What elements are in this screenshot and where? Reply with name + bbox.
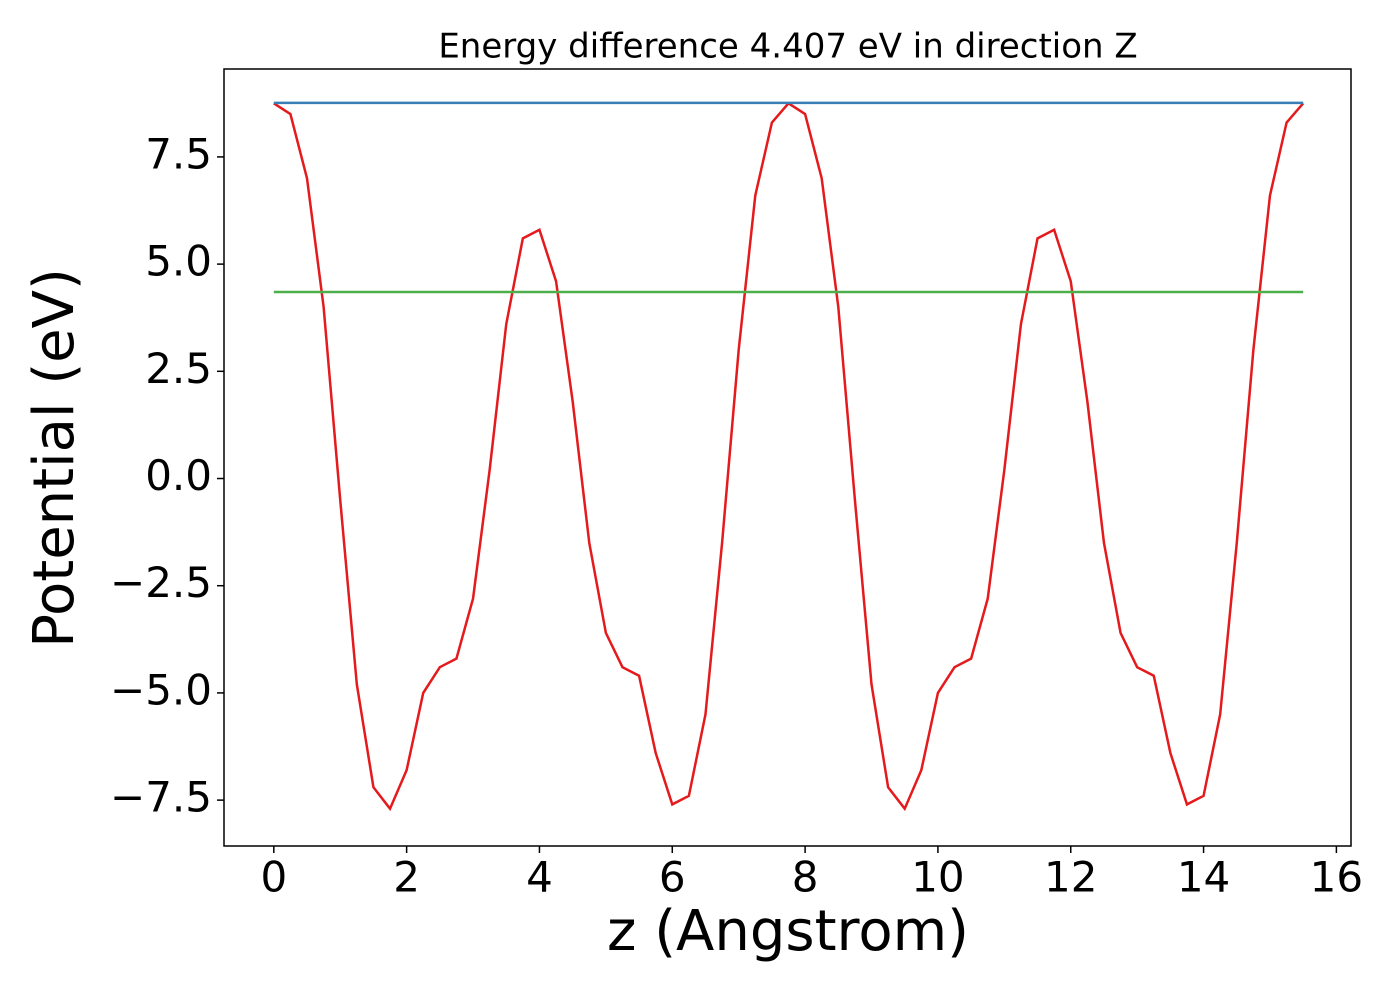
y-tick-label: 2.5 (145, 344, 212, 393)
y-tick-label: 5.0 (145, 237, 212, 286)
x-tick-label: 10 (911, 853, 964, 902)
y-tick-label: −7.5 (110, 773, 212, 822)
y-tick-label: 7.5 (145, 129, 212, 178)
x-tick-label: 16 (1310, 853, 1363, 902)
line-series (273, 101, 1305, 812)
x-tick-label: 14 (1177, 853, 1230, 902)
x-tick-label: 8 (792, 853, 819, 902)
x-axis-label: z (Angstrom) (607, 899, 969, 964)
x-tick-label: 0 (260, 853, 287, 902)
y-axis-label: Potential (eV) (22, 268, 87, 648)
y-tick-label: −5.0 (110, 665, 212, 714)
x-tick-label: 12 (1044, 853, 1097, 902)
chart-title: Energy difference 4.407 eV in direction … (438, 27, 1137, 67)
x-tick-label: 6 (659, 853, 686, 902)
y-tick-label: 0.0 (145, 451, 212, 500)
plot-frame (223, 68, 1352, 847)
x-tick-label: 4 (526, 853, 553, 902)
y-tick-label: −2.5 (110, 558, 212, 607)
x-tick-label: 2 (393, 853, 420, 902)
